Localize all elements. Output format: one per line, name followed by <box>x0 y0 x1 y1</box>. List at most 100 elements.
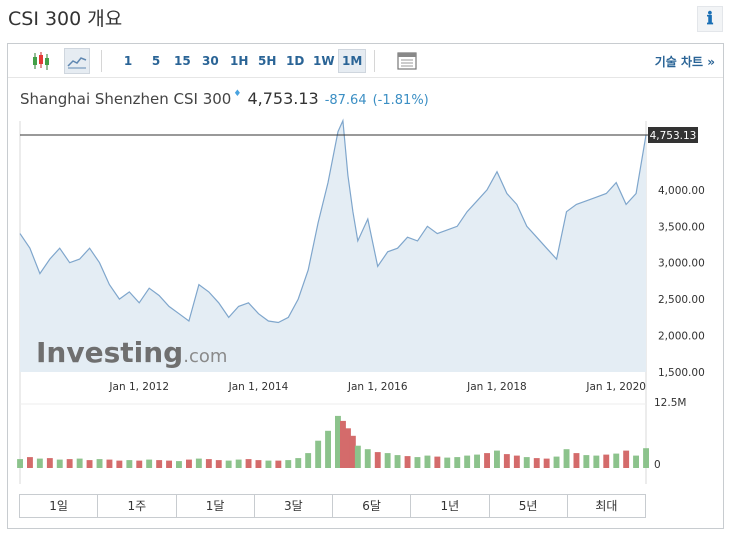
volume-bar <box>106 459 113 468</box>
volume-bar <box>474 454 480 468</box>
watermark-logo: Investing.com <box>36 336 227 369</box>
volume-bar <box>27 457 33 468</box>
interval-1h[interactable]: 1H <box>230 54 249 68</box>
volume-bar <box>573 453 580 468</box>
price-tick-label: 3,500.00 <box>658 221 705 233</box>
range-5y[interactable]: 5년 <box>489 495 568 517</box>
volume-bar <box>464 455 471 468</box>
range-1y[interactable]: 1년 <box>411 495 490 517</box>
price-tick-label: 3,000.00 <box>658 258 705 270</box>
last-price: 4,753.13 <box>247 89 319 108</box>
x-tick-label: Jan 1, 2018 <box>466 381 527 393</box>
volume-bar <box>245 459 252 468</box>
volume-bar <box>86 460 93 468</box>
volume-bar <box>17 459 23 468</box>
range-3m[interactable]: 3달 <box>254 495 333 517</box>
x-tick-label: Jan 1, 2014 <box>228 381 289 393</box>
price-tick-label: 2,500.00 <box>658 294 705 306</box>
x-tick-label: Jan 1, 2012 <box>108 381 169 393</box>
volume-bar <box>404 456 411 468</box>
chart-toolbar: 1 5 15 30 1H 5H 1D 1W 1M 기술 차트 » <box>8 44 723 78</box>
interval-1d[interactable]: 1D <box>286 54 305 68</box>
volume-bar <box>603 454 610 468</box>
price-change-pct: (-1.81%) <box>372 93 429 108</box>
range-max[interactable]: 최대 <box>567 495 645 517</box>
interval-1w[interactable]: 1W <box>313 54 335 68</box>
volume-bar <box>255 460 262 468</box>
volume-bar <box>295 458 302 468</box>
volume-bar <box>205 459 212 468</box>
volume-bar <box>543 458 550 468</box>
volume-bar <box>384 453 391 468</box>
volume-bar <box>325 430 331 468</box>
volume-bar <box>643 448 649 468</box>
volume-bar <box>513 455 520 468</box>
volume-bar <box>335 415 341 468</box>
volume-bar <box>225 460 232 468</box>
page-title: CSI 300 개요 <box>8 8 123 30</box>
chart-widget: 1 5 15 30 1H 5H 1D 1W 1M 기술 차트 » Shangha… <box>7 43 724 529</box>
volume-bar <box>136 460 143 468</box>
volume-bar <box>195 458 202 468</box>
interval-1[interactable]: 1 <box>123 54 133 68</box>
range-6m[interactable]: 6달 <box>333 495 412 517</box>
volume-bar <box>215 460 222 468</box>
volume-bar <box>454 457 461 468</box>
info-icon[interactable]: ℹ <box>697 6 723 32</box>
volume-bar <box>275 460 282 468</box>
x-tick-label: Jan 1, 2020 <box>585 381 646 393</box>
price-tick-label: 2,000.00 <box>658 331 705 343</box>
area-chart-icon[interactable] <box>64 48 90 74</box>
volume-bar <box>444 457 451 468</box>
price-change: -87.64 <box>324 93 367 108</box>
volume-bar <box>533 458 540 468</box>
volume-bar <box>96 459 103 468</box>
range-1d[interactable]: 1일 <box>20 495 99 517</box>
interval-15[interactable]: 15 <box>174 54 191 68</box>
volume-bar <box>484 453 490 468</box>
volume-bar <box>285 460 292 468</box>
volume-bar <box>623 450 630 468</box>
price-tick-label: 1,500.00 <box>658 367 705 379</box>
volume-bar <box>76 458 83 468</box>
volume-bar <box>46 458 53 468</box>
volume-bar <box>56 459 63 468</box>
quote-line: Shanghai Shenzhen CSI 300 ♦ 4,753.13 -87.64… <box>20 89 429 111</box>
volume-bar <box>613 453 620 468</box>
chart-area[interactable]: 4,753.13 4,000.00 3,500.00 3,000.00 2,500.00… <box>8 44 723 492</box>
interval-5[interactable]: 5 <box>151 54 161 68</box>
volume-bar <box>126 460 133 468</box>
volume-bar <box>553 456 560 468</box>
volume-tick-zero: 0 <box>654 459 661 471</box>
volume-bar <box>394 455 401 468</box>
range-selector: 1일 1주 1달 3달 6달 1년 5년 최대 <box>19 494 646 518</box>
technical-chart-link[interactable]: 기술 차트 » <box>654 55 715 69</box>
volume-bar <box>176 461 182 468</box>
interval-1m[interactable]: 1M <box>338 49 367 73</box>
volume-bar <box>146 459 153 468</box>
last-value-label: 4,753.13 <box>650 130 697 142</box>
range-1w[interactable]: 1주 <box>98 495 177 517</box>
volume-bar <box>583 455 590 468</box>
candlestick-icon[interactable] <box>28 48 54 74</box>
volume-bar <box>503 454 510 468</box>
volume-bar <box>349 435 356 468</box>
price-line <box>19 118 647 324</box>
x-tick-label: Jan 1, 2016 <box>347 381 408 393</box>
volume-tick-top: 12.5M <box>654 397 686 409</box>
price-tick-label: 4,000.00 <box>658 185 705 197</box>
volume-bar <box>156 460 163 468</box>
volume-bar <box>340 420 346 468</box>
last-value-tag <box>648 127 698 143</box>
volume-bar <box>633 455 639 468</box>
volume-bar <box>36 458 43 468</box>
volume-bar <box>345 428 351 468</box>
volume-bar <box>414 457 421 468</box>
range-1m[interactable]: 1달 <box>176 495 255 517</box>
volume-bar <box>265 460 272 468</box>
calendar-icon[interactable] <box>394 48 420 74</box>
volume-bar <box>374 452 381 468</box>
volume-bar <box>66 459 73 468</box>
interval-30[interactable]: 30 <box>202 54 219 68</box>
interval-5h[interactable]: 5H <box>258 54 277 68</box>
